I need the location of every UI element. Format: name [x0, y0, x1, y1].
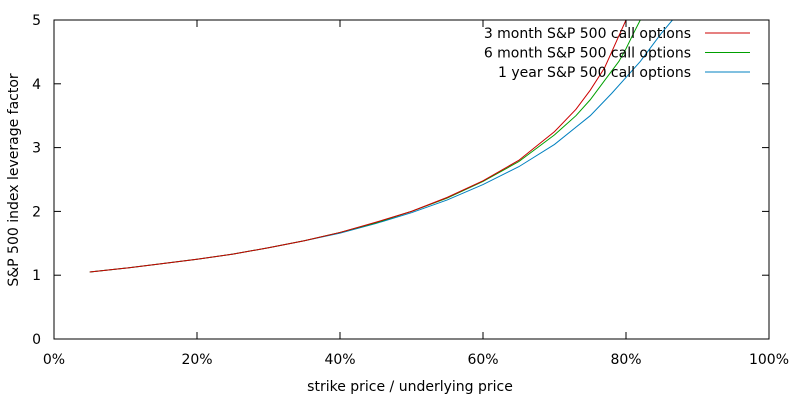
y-tick-label: 0: [32, 332, 41, 348]
y-tick-label: 2: [32, 204, 41, 220]
y-tick-label: 1: [32, 268, 41, 284]
y-axis-label: S&P 500 index leverage factor: [6, 73, 22, 287]
legend: 3 month S&P 500 call options 6 month S&P …: [484, 26, 750, 81]
legend-label: 6 month S&P 500 call options: [484, 46, 691, 62]
x-axis-ticks: 0% 20% 40% 60% 80% 100%: [43, 20, 789, 368]
plot-area-border: [53, 19, 770, 340]
x-axis-label: strike price / underlying price: [307, 379, 513, 395]
legend-label: 3 month S&P 500 call options: [484, 26, 691, 42]
series-layer: [89, 20, 673, 273]
y-tick-label: 4: [32, 77, 41, 93]
y-axis-ticks: 0 1 2 3 4 5: [32, 13, 769, 348]
x-tick-label: 20%: [181, 352, 212, 368]
y-tick-label: 5: [32, 13, 41, 29]
y-tick-label: 3: [32, 141, 41, 157]
x-tick-label: 100%: [749, 352, 789, 368]
legend-label: 1 year S&P 500 call options: [498, 65, 691, 81]
x-tick-label: 0%: [43, 352, 65, 368]
x-tick-label: 40%: [324, 352, 355, 368]
series-line-1: [89, 20, 630, 273]
x-tick-label: 60%: [467, 352, 498, 368]
x-tick-label: 80%: [610, 352, 641, 368]
